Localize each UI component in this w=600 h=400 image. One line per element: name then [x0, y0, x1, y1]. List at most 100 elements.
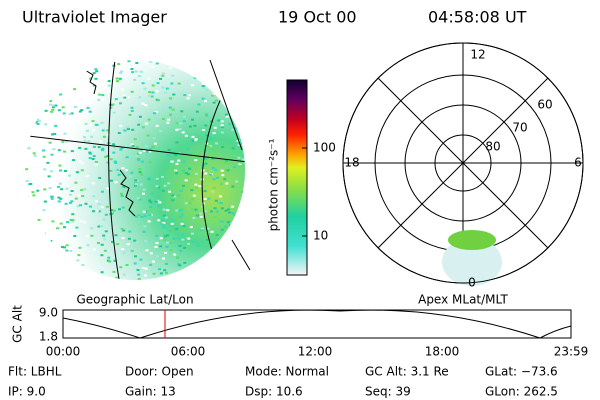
speckle — [234, 68, 238, 71]
speckle — [116, 167, 120, 170]
speckle — [113, 259, 117, 262]
speckle — [114, 181, 118, 184]
speckle — [236, 139, 240, 142]
speckle — [212, 132, 216, 135]
speckle — [135, 179, 139, 182]
speckle — [204, 100, 207, 102]
speckle — [102, 234, 106, 237]
speckle — [180, 222, 184, 225]
speckle — [131, 71, 135, 74]
speckle — [71, 74, 75, 77]
speckle — [214, 261, 218, 263]
speckle — [149, 252, 153, 255]
speckle — [205, 134, 209, 137]
speckle — [122, 185, 126, 188]
speckle — [177, 82, 181, 85]
speckle — [118, 208, 121, 211]
speckle — [84, 100, 87, 103]
speckle — [32, 194, 36, 197]
speckle — [36, 123, 40, 125]
speckle — [149, 209, 153, 212]
speckle — [115, 77, 119, 80]
speckle — [157, 99, 160, 102]
speckle — [80, 169, 84, 172]
speckle — [175, 172, 179, 175]
speckle — [194, 208, 198, 211]
speckle — [202, 87, 206, 89]
speckle — [235, 113, 239, 116]
speckle — [159, 237, 163, 240]
speckle — [136, 152, 140, 155]
speckle — [83, 188, 87, 191]
altitude-plot — [62, 309, 572, 339]
speckle — [172, 238, 176, 240]
speckle — [146, 134, 150, 137]
speckle — [83, 139, 87, 142]
speckle — [161, 72, 165, 75]
speckle — [97, 98, 101, 101]
speckle — [134, 183, 138, 186]
speckle — [60, 188, 64, 191]
speckle — [81, 162, 85, 165]
speckle — [161, 74, 165, 77]
speckle — [106, 129, 110, 132]
speckle — [131, 128, 135, 131]
speckle — [50, 197, 54, 200]
speckle — [236, 65, 239, 68]
speckle — [75, 237, 79, 240]
speckle — [220, 202, 224, 205]
speckle — [187, 247, 191, 250]
speckle — [116, 80, 119, 83]
speckle — [89, 205, 92, 208]
speckle — [25, 262, 28, 265]
speckle — [78, 146, 82, 149]
speckle — [106, 155, 110, 158]
speckle — [33, 154, 37, 157]
speckle — [48, 78, 52, 81]
speckle — [142, 230, 146, 233]
time-label: 06:00 — [171, 345, 206, 359]
speckle — [211, 190, 215, 193]
speckle — [181, 238, 185, 241]
speckle — [97, 225, 101, 228]
speckle — [225, 159, 229, 162]
speckle — [169, 113, 172, 116]
speckle — [66, 221, 69, 224]
speckle — [226, 81, 230, 84]
speckle — [94, 77, 98, 80]
speckle — [121, 167, 125, 170]
speckle — [77, 254, 81, 257]
speckle — [162, 214, 166, 217]
speckle — [104, 213, 108, 216]
speckle — [177, 159, 181, 162]
speckle — [234, 127, 238, 130]
speckle — [144, 210, 148, 213]
speckle — [84, 147, 88, 150]
speckle — [161, 118, 165, 120]
axis-label: GC Alt — [11, 305, 25, 343]
speckle — [94, 200, 98, 203]
speckle — [131, 144, 135, 147]
speckle — [192, 194, 196, 197]
speckle — [179, 229, 183, 232]
speckle — [88, 110, 92, 113]
speckle — [70, 72, 74, 75]
speckle — [60, 228, 64, 231]
speckle — [25, 146, 29, 149]
speckle — [139, 70, 143, 73]
speckle — [113, 160, 117, 163]
caption: Geographic Lat/Lon — [76, 293, 193, 307]
speckle — [54, 104, 58, 107]
speckle — [149, 60, 153, 63]
speckle — [140, 173, 144, 176]
speckle — [215, 239, 219, 241]
speckle — [204, 113, 208, 116]
speckle — [205, 142, 209, 145]
speckle — [163, 238, 167, 241]
speckle — [241, 191, 245, 194]
speckle — [68, 201, 72, 204]
speckle — [94, 68, 98, 71]
speckle — [211, 263, 215, 266]
speckle — [241, 133, 244, 136]
speckle — [138, 198, 142, 201]
